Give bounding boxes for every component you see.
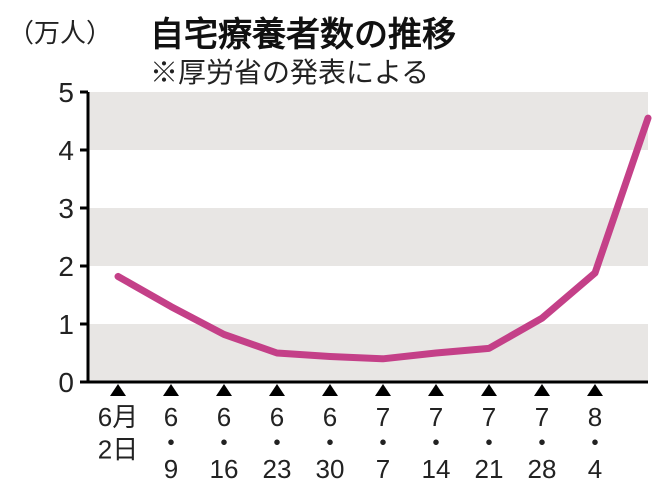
- x-tick-marker: [534, 384, 550, 396]
- x-tick-label: 23: [263, 454, 292, 484]
- x-tick-label: 2日: [98, 435, 138, 465]
- x-tick-label: 14: [422, 454, 451, 484]
- x-tick-label: 30: [316, 454, 345, 484]
- grid-band: [88, 208, 648, 266]
- line-chart: 自宅療養者数の推移※厚労省の発表による（万人）0123456月2日6・96・16…: [0, 0, 670, 503]
- y-tick-label: 1: [58, 309, 74, 340]
- x-tick-label: 6月: [98, 402, 138, 432]
- x-tick-label: 7: [376, 454, 390, 484]
- y-tick-label: 4: [58, 135, 74, 166]
- x-tick-marker: [322, 384, 338, 396]
- y-tick-label: 2: [58, 251, 74, 282]
- x-tick-label: 28: [528, 454, 557, 484]
- x-tick-marker: [428, 384, 444, 396]
- y-tick-label: 0: [58, 367, 74, 398]
- x-tick-marker: [163, 384, 179, 396]
- y-axis-unit: （万人）: [8, 18, 112, 48]
- grid-band: [88, 324, 648, 382]
- chart-container: 自宅療養者数の推移※厚労省の発表による（万人）0123456月2日6・96・16…: [0, 0, 670, 503]
- x-tick-marker: [375, 384, 391, 396]
- x-tick-label: 21: [475, 454, 504, 484]
- y-tick-label: 5: [58, 77, 74, 108]
- x-tick-marker: [269, 384, 285, 396]
- x-tick-label: 16: [210, 454, 239, 484]
- x-tick-label: 9: [164, 454, 178, 484]
- x-tick-marker: [587, 384, 603, 396]
- x-tick-marker: [481, 384, 497, 396]
- x-tick-label: 4: [588, 454, 602, 484]
- x-tick-marker: [110, 384, 126, 396]
- grid-band: [88, 92, 648, 150]
- y-tick-label: 3: [58, 193, 74, 224]
- chart-subtitle: ※厚労省の発表による: [150, 57, 429, 88]
- x-tick-marker: [216, 384, 232, 396]
- chart-title: 自宅療養者数の推移: [150, 15, 456, 54]
